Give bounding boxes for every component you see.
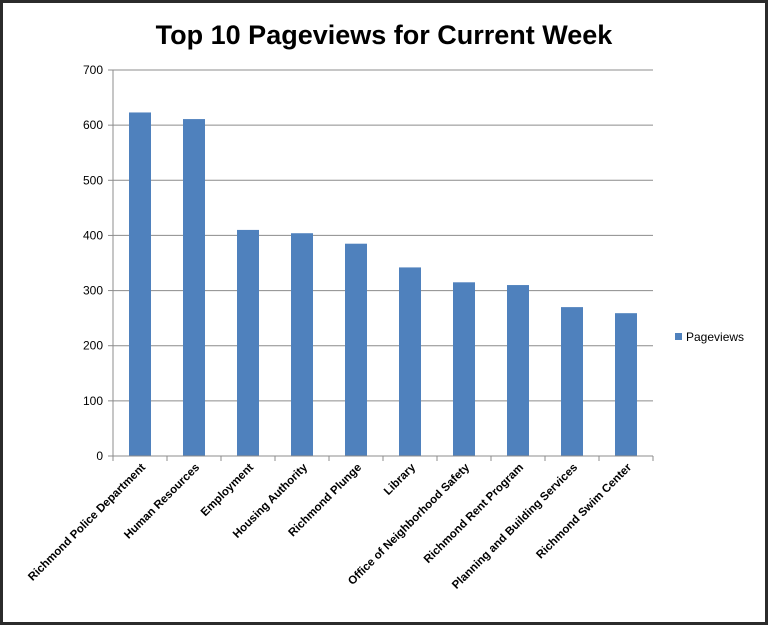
x-tick-label: Employment <box>199 462 256 519</box>
bar <box>453 282 475 456</box>
bar <box>399 267 421 456</box>
y-tick-label: 0 <box>96 449 103 463</box>
y-tick-label: 600 <box>83 118 103 132</box>
bar <box>561 307 583 456</box>
bar <box>345 243 367 456</box>
x-tick-label: Library <box>382 461 418 497</box>
legend-label: Pageviews <box>686 330 744 344</box>
y-tick-label: 500 <box>83 173 103 187</box>
y-tick-label: 700 <box>83 63 103 77</box>
legend-swatch <box>675 333 682 340</box>
bars <box>129 112 637 457</box>
axes <box>112 70 654 461</box>
y-tick-label: 300 <box>83 284 103 298</box>
bar <box>237 229 259 456</box>
y-tick-labels: 0 100 200 300 400 500 600 700 <box>83 63 103 463</box>
chart-title: Top 10 Pageviews for Current Week <box>156 20 614 50</box>
legend: Pageviews <box>675 330 744 344</box>
x-tick-label: Richmond Swim Center <box>534 461 634 561</box>
bar <box>507 285 529 456</box>
x-tick-label: Richmond Police Department <box>26 462 148 584</box>
x-tick-label: Richmond Rent Program <box>422 462 526 566</box>
bar <box>183 119 205 456</box>
y-tick-label: 200 <box>83 339 103 353</box>
bar <box>291 233 313 456</box>
bar <box>129 112 151 457</box>
y-tick-label: 400 <box>83 228 103 242</box>
bar <box>615 313 637 456</box>
y-tick-label: 100 <box>83 394 103 408</box>
